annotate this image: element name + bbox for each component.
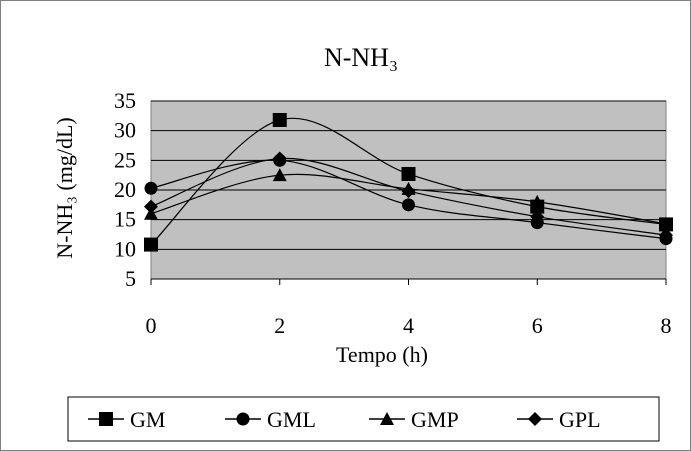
legend-item-gmp: GMP bbox=[369, 407, 459, 432]
legend-label: GPL bbox=[559, 407, 601, 432]
x-tick-label: 8 bbox=[661, 313, 672, 338]
data-point-gm bbox=[272, 112, 287, 127]
legend-item-gml: GML bbox=[225, 407, 316, 432]
legend-marker-gm bbox=[99, 412, 113, 426]
data-point-gmp bbox=[530, 194, 545, 208]
x-tick-label: 2 bbox=[274, 313, 285, 338]
y-tick-label: 5 bbox=[125, 266, 136, 291]
gridlines bbox=[151, 100, 666, 280]
series-layer bbox=[144, 112, 673, 252]
legend-box bbox=[67, 396, 660, 442]
x-axis-label: Tempo (h) bbox=[336, 342, 428, 367]
y-tick-label: 35 bbox=[114, 88, 136, 113]
legend-label: GMP bbox=[411, 407, 459, 432]
data-point-gml bbox=[402, 198, 415, 212]
data-point-gpl bbox=[272, 151, 287, 166]
data-point-gm bbox=[401, 166, 416, 181]
legend-marker-gpl bbox=[528, 412, 542, 426]
y-axis-ticks: 5 10 15 20 25 30 35 bbox=[114, 88, 136, 291]
y-tick-label: 20 bbox=[114, 177, 136, 202]
legend-label: GM bbox=[130, 407, 165, 432]
y-axis-label: N-NH₃ (mg/dL) bbox=[52, 117, 77, 258]
y-tick-label: 30 bbox=[114, 118, 136, 143]
data-point-gpl bbox=[659, 228, 673, 243]
data-point-gpl bbox=[530, 209, 545, 224]
data-point-gml bbox=[144, 181, 158, 195]
x-axis-ticks: 0 2 4 6 8 bbox=[146, 279, 672, 338]
data-point-gpl bbox=[144, 199, 158, 214]
y-tick-label: 10 bbox=[114, 236, 136, 261]
legend-item-gm: GM bbox=[88, 407, 165, 432]
x-tick-label: 4 bbox=[403, 313, 414, 338]
legend-item-gpl: GPL bbox=[517, 407, 601, 432]
data-point-gmp bbox=[272, 168, 287, 182]
data-point-gpl bbox=[401, 184, 416, 199]
series-gpl bbox=[144, 151, 673, 243]
data-point-gm bbox=[144, 237, 158, 252]
data-point-gmp bbox=[659, 216, 673, 230]
x-tick-label: 0 bbox=[146, 313, 157, 338]
y-tick-label: 25 bbox=[114, 147, 136, 172]
legend: GM GML GMP GPL bbox=[88, 407, 601, 432]
legend-marker-gmp bbox=[380, 412, 394, 425]
legend-label: GML bbox=[267, 407, 316, 432]
chart-title: N-NH₃ bbox=[324, 43, 398, 72]
legend-marker-gml bbox=[236, 412, 250, 426]
y-tick-label: 15 bbox=[114, 207, 136, 232]
x-tick-label: 6 bbox=[532, 313, 543, 338]
